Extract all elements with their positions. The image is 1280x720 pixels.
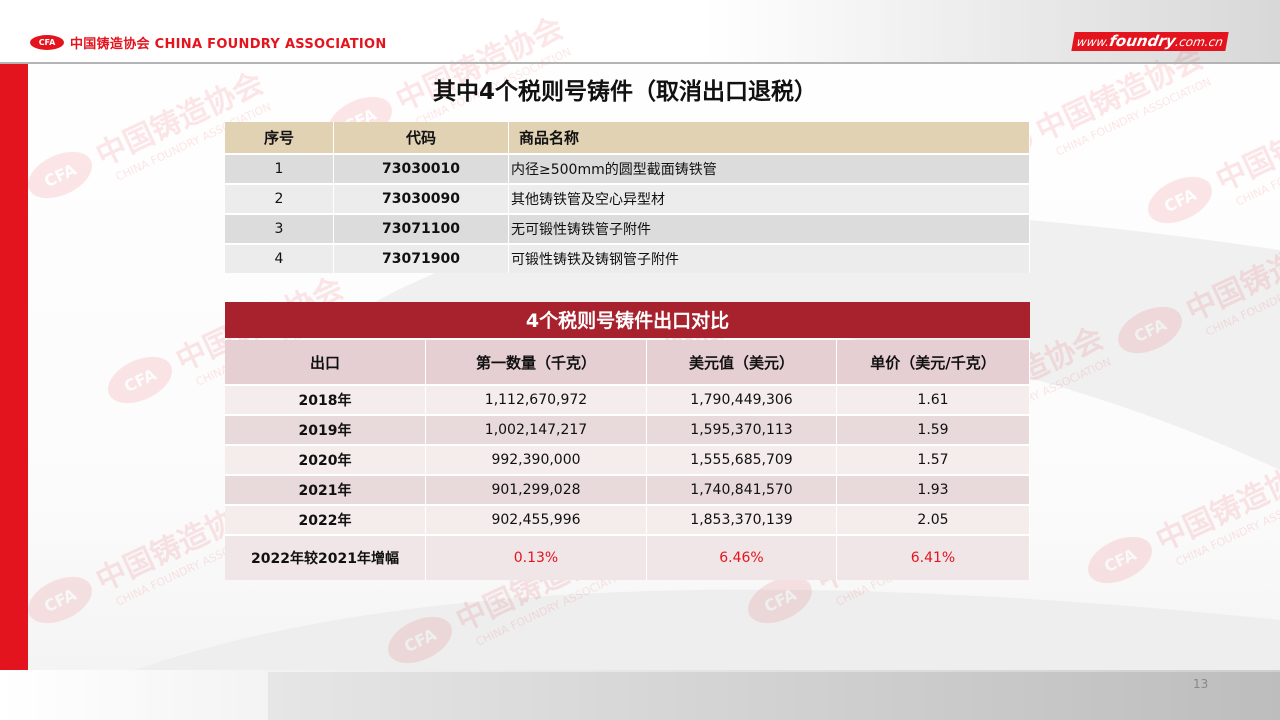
slide-title: 其中4个税则号铸件（取消出口退税） (432, 79, 817, 105)
header-divider (0, 62, 1280, 64)
website-badge[interactable]: www.foundry.com.cn (1071, 32, 1229, 51)
cell-no: 1 (225, 153, 334, 184)
table-row: 2020年 992,390,000 1,555,685,709 1.57 (225, 444, 1030, 475)
table-row: 2018年 1,112,670,972 1,790,449,306 1.61 (225, 384, 1030, 415)
cell-quantity: 901,299,028 (425, 474, 647, 505)
cell-year: 2018年 (225, 384, 426, 415)
cell-quantity: 992,390,000 (425, 444, 647, 475)
cell-no: 3 (225, 213, 334, 244)
table-row: 2019年 1,002,147,217 1,595,370,113 1.59 (225, 414, 1030, 445)
table-row: 3 73071100 无可锻性铸铁管子附件 (225, 213, 1030, 244)
col-header-unit-price: 单价（美元/千克） (836, 340, 1030, 385)
cell-unit-price: 1.61 (836, 384, 1030, 415)
site-name: foundry (1107, 32, 1178, 50)
cell-quantity: 902,455,996 (425, 504, 647, 535)
cell-code: 73071100 (333, 213, 509, 244)
table-row: 1 73030010 内径≥500mm的圆型截面铸铁管 (225, 153, 1030, 184)
cell-year: 2022年 (225, 504, 426, 535)
cell-name: 内径≥500mm的圆型截面铸铁管 (508, 153, 1030, 184)
site-suffix: .com.cn (1174, 35, 1225, 49)
col-header-code: 代码 (333, 122, 509, 154)
col-header-usd-value: 美元值（美元） (646, 340, 837, 385)
cell-year: 2021年 (225, 474, 426, 505)
cell-usd-value: 1,790,449,306 (646, 384, 837, 415)
cell-no: 4 (225, 243, 334, 273)
cell-name: 其他铸铁管及空心异型材 (508, 183, 1030, 214)
cell-no: 2 (225, 183, 334, 214)
cell-usd-value: 1,595,370,113 (646, 414, 837, 445)
export-table-title: 4个税则号铸件出口对比 (225, 302, 1030, 338)
cell-usd-value: 1,740,841,570 (646, 474, 837, 505)
growth-row: 2022年较2021年增幅 0.13% 6.46% 6.41% (225, 534, 1030, 580)
table-row: 2 73030090 其他铸铁管及空心异型材 (225, 183, 1030, 214)
header-band (0, 0, 1280, 62)
cell-code: 73071900 (333, 243, 509, 273)
export-comparison-table: 出口 第一数量（千克） 美元值（美元） 单价（美元/千克） 2018年 1,11… (225, 340, 1030, 580)
col-header-quantity: 第一数量（千克） (425, 340, 647, 385)
col-header-name: 商品名称 (508, 122, 1030, 154)
table-header-row: 序号 代码 商品名称 (225, 122, 1030, 154)
cell-unit-price: 1.93 (836, 474, 1030, 505)
growth-quantity: 0.13% (425, 534, 647, 580)
cell-name: 无可锻性铸铁管子附件 (508, 213, 1030, 244)
cell-name: 可锻性铸铁及铸钢管子附件 (508, 243, 1030, 273)
table-row: 2021年 901,299,028 1,740,841,570 1.93 (225, 474, 1030, 505)
cell-usd-value: 1,853,370,139 (646, 504, 837, 535)
left-accent-bar (0, 64, 28, 670)
cell-unit-price: 2.05 (836, 504, 1030, 535)
cell-year: 2020年 (225, 444, 426, 475)
cell-code: 73030010 (333, 153, 509, 184)
col-header-export: 出口 (225, 340, 426, 385)
cell-quantity: 1,112,670,972 (425, 384, 647, 415)
logo-text: 中国铸造协会 CHINA FOUNDRY ASSOCIATION (70, 37, 387, 52)
cell-usd-value: 1,555,685,709 (646, 444, 837, 475)
cell-quantity: 1,002,147,217 (425, 414, 647, 445)
cfa-logo-icon: CFA (30, 35, 64, 50)
growth-label: 2022年较2021年增幅 (225, 534, 426, 580)
table-row: 4 73071900 可锻性铸铁及铸钢管子附件 (225, 243, 1030, 273)
table-row: 2022年 902,455,996 1,853,370,139 2.05 (225, 504, 1030, 535)
tariff-code-table: 序号 代码 商品名称 1 73030010 内径≥500mm的圆型截面铸铁管 2… (225, 122, 1030, 273)
cell-code: 73030090 (333, 183, 509, 214)
col-header-no: 序号 (225, 122, 334, 154)
site-prefix: www. (1075, 35, 1111, 49)
cell-unit-price: 1.59 (836, 414, 1030, 445)
table-header-row: 出口 第一数量（千克） 美元值（美元） 单价（美元/千克） (225, 340, 1030, 385)
footer-shade (268, 672, 1280, 720)
cell-year: 2019年 (225, 414, 426, 445)
cell-unit-price: 1.57 (836, 444, 1030, 475)
page-number: 13 (1193, 677, 1209, 691)
growth-usd-value: 6.46% (646, 534, 837, 580)
growth-unit-price: 6.41% (836, 534, 1030, 580)
association-logo: CFA 中国铸造协会 CHINA FOUNDRY ASSOCIATION (30, 33, 387, 52)
